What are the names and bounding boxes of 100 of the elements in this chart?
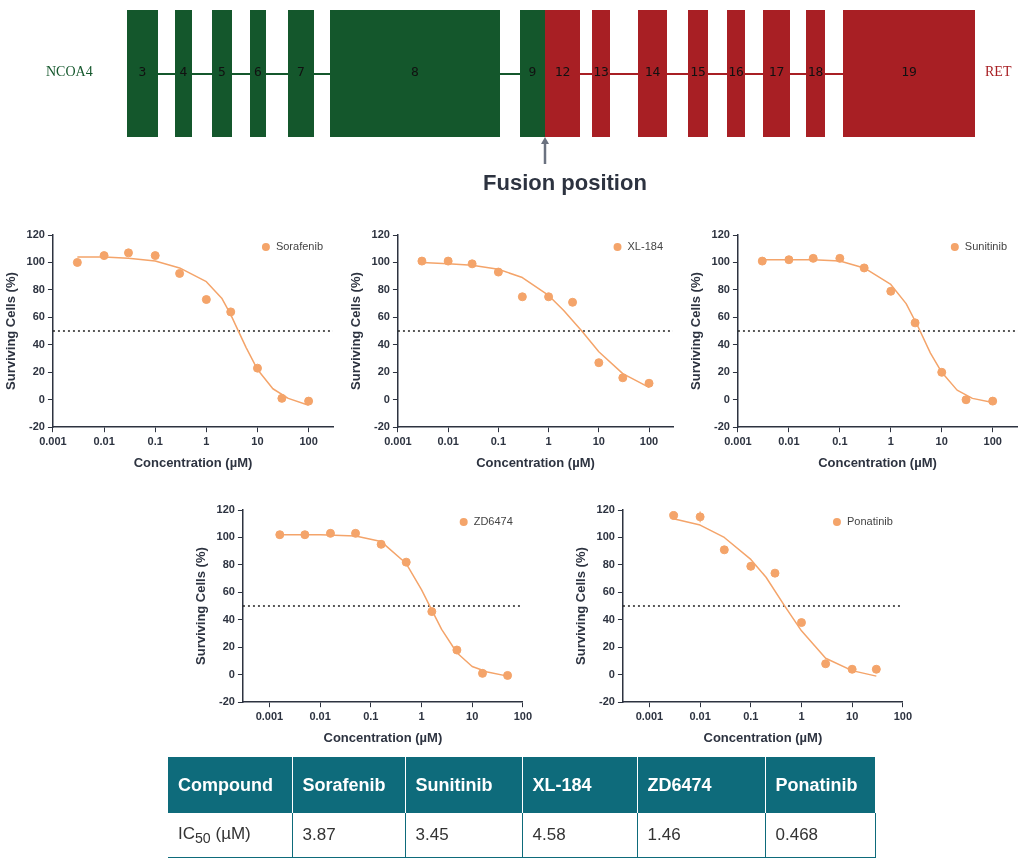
data-label: 3.45 [405, 813, 522, 858]
x-tick-label: 0.001 [255, 709, 284, 722]
y-axis-title: Surviving Cells (%) [348, 272, 364, 390]
x-tick-label: 100 [639, 434, 659, 447]
y-tick-label: 100 [711, 255, 730, 268]
legend-label: Ponatinib [846, 515, 893, 528]
y-tick-label: 0 [723, 392, 730, 405]
x-tick-label: 100 [513, 709, 532, 722]
y-tick-label: 100 [26, 255, 45, 268]
text: Fusion position [482, 170, 648, 196]
y-tick-label: -20 [374, 420, 390, 433]
x-tick-label: 0.01 [778, 434, 800, 447]
y-tick-label: 100 [371, 255, 390, 268]
legend-label: XL-184 [627, 240, 664, 253]
category-label: ZD6474 [637, 757, 765, 813]
data-label: 3.87 [292, 813, 405, 858]
x-tick-label: 0.1 [363, 709, 379, 722]
category-label: Sunitinib [405, 757, 522, 813]
y-tick-label: 40 [222, 612, 235, 625]
category-label: 17 [767, 64, 786, 79]
y-tick-label: 0 [228, 667, 235, 680]
x-axis-title: Concentration (µM) [133, 454, 253, 470]
x-axis-title: Concentration (µM) [703, 729, 823, 745]
y-tick-label: 40 [377, 337, 390, 350]
y-tick-label: -20 [29, 420, 45, 433]
data-label: 0.468 [765, 813, 875, 858]
legend-label: ZD6474 [473, 515, 513, 528]
x-tick-label: 1 [545, 434, 552, 447]
y-tick-label: 60 [222, 585, 235, 598]
y-tick-label: 60 [377, 310, 390, 323]
data-label: 4.58 [522, 813, 637, 858]
category-label: 18 [806, 64, 825, 79]
x-tick-label: 10 [251, 434, 264, 447]
category-label: 13 [592, 64, 610, 79]
y-tick-label: 120 [216, 503, 235, 516]
y-tick-label: 120 [371, 228, 390, 241]
category-label: Ponatinib [765, 757, 875, 813]
text: Compound [168, 757, 292, 813]
category-label: 4 [178, 64, 189, 79]
x-tick-label: 10 [846, 709, 859, 722]
y-tick-label: 20 [222, 640, 235, 653]
x-tick-label: 0.1 [490, 434, 507, 447]
x-tick-label: 1 [418, 709, 425, 722]
x-tick-label: 0.1 [743, 709, 759, 722]
category-label: 8 [410, 64, 420, 79]
y-tick-label: 80 [377, 282, 390, 295]
x-tick-label: 0.001 [635, 709, 664, 722]
y-tick-label: 100 [216, 530, 235, 543]
y-tick-label: 120 [711, 228, 730, 241]
y-tick-label: 80 [602, 557, 615, 570]
x-tick-label: 0.001 [39, 434, 67, 447]
category-label: 12 [553, 64, 572, 79]
x-tick-label: 100 [299, 434, 318, 447]
category-label: 14 [643, 64, 662, 79]
category-label: Sorafenib [292, 757, 405, 813]
y-tick-label: 100 [596, 530, 615, 543]
x-axis-title: Concentration (µM) [476, 454, 595, 470]
y-tick-label: 0 [38, 392, 45, 405]
y-tick-label: -20 [599, 695, 615, 708]
category-label: 19 [900, 64, 918, 79]
x-tick-label: 0.1 [832, 434, 848, 447]
y-tick-label: 0 [383, 392, 390, 405]
x-tick-label: 100 [983, 434, 1002, 447]
category-label: XL-184 [522, 757, 637, 813]
text: IC$_{50}$ (µM) [168, 813, 292, 858]
data-label: 1.46 [637, 813, 765, 858]
y-tick-label: 80 [717, 282, 730, 295]
y-tick-label: 80 [222, 557, 235, 570]
x-tick-label: 1 [203, 434, 210, 447]
y-tick-label: 120 [26, 228, 45, 241]
y-axis-title: Surviving Cells (%) [573, 547, 589, 665]
category-label: 3 [137, 64, 148, 79]
x-axis-title: Concentration (µM) [323, 729, 443, 745]
x-tick-label: 1 [798, 709, 805, 722]
x-tick-label: 1 [887, 434, 894, 447]
y-tick-label: -20 [714, 420, 730, 433]
legend-label: Sorafenib [275, 240, 324, 253]
category-label: 16 [727, 64, 745, 79]
text: RET [985, 64, 1012, 80]
y-tick-label: 60 [602, 585, 615, 598]
y-tick-label: 80 [32, 282, 45, 295]
x-tick-label: 0.01 [689, 709, 711, 722]
x-axis-title: Concentration (µM) [818, 454, 937, 470]
y-tick-label: 20 [32, 365, 45, 378]
y-axis-title: Surviving Cells (%) [688, 272, 704, 390]
x-tick-label: 10 [466, 709, 479, 722]
y-tick-label: 0 [608, 667, 615, 680]
x-tick-label: 0.01 [309, 709, 331, 722]
x-tick-label: 10 [935, 434, 948, 447]
x-tick-label: 0.01 [437, 434, 459, 447]
x-tick-label: 0.001 [384, 434, 412, 447]
x-tick-label: 100 [893, 709, 912, 722]
y-tick-label: 40 [602, 612, 615, 625]
y-axis-title: Surviving Cells (%) [3, 272, 19, 390]
category-label: 9 [527, 64, 538, 79]
x-tick-label: 0.001 [724, 434, 752, 447]
category-label: 15 [689, 64, 707, 79]
category-label: 6 [253, 64, 263, 79]
y-tick-label: 60 [32, 310, 45, 323]
x-tick-label: 10 [592, 434, 605, 447]
